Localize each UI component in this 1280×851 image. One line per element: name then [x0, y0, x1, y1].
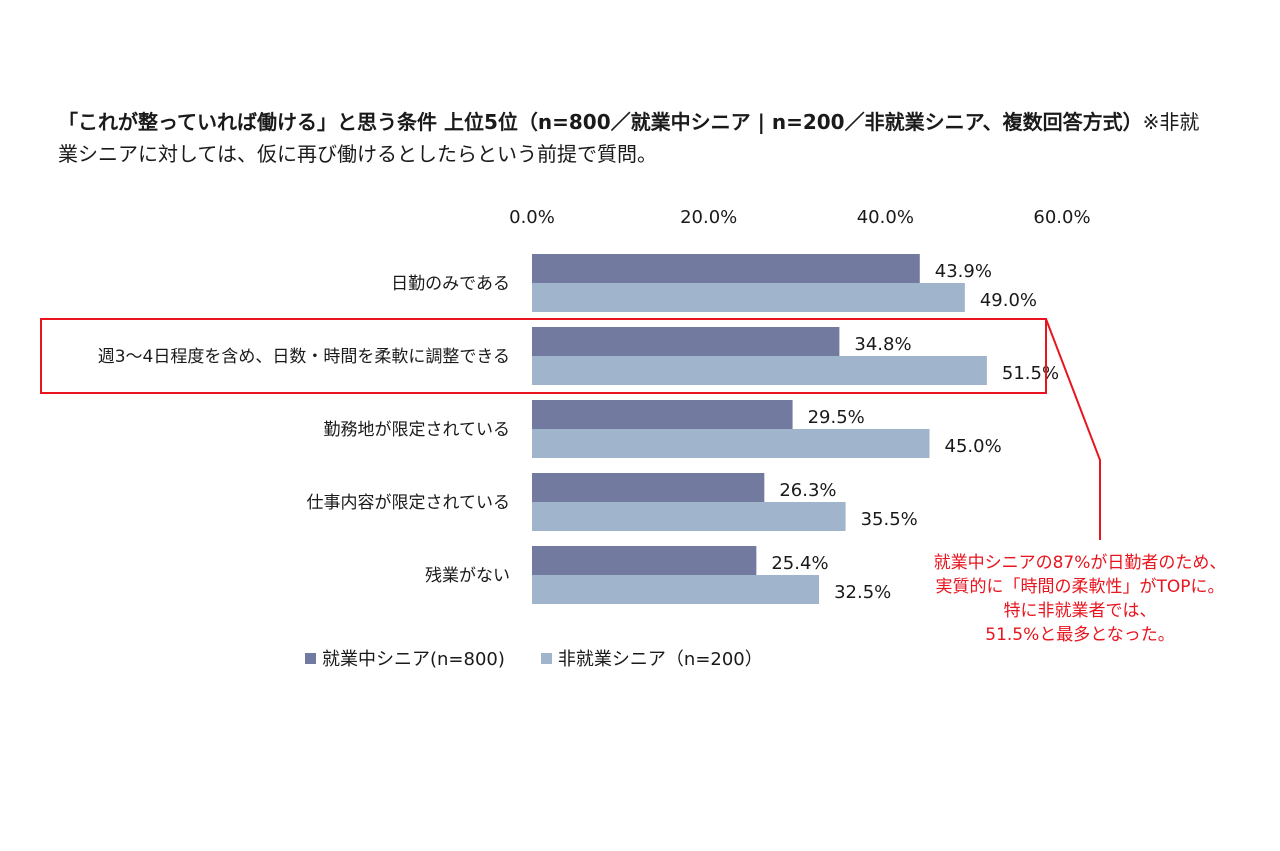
- data-label: 29.5%: [808, 407, 865, 428]
- annotation-line: 51.5%と最多となった。: [985, 625, 1175, 645]
- legend-swatch: [540, 652, 552, 664]
- annotation-callout: 就業中シニアの87%が日勤者のため、 実質的に「時間の柔軟性」がTOPに。 特に…: [890, 551, 1270, 647]
- data-label: 34.8%: [854, 334, 911, 355]
- category-label: 残業がない: [425, 566, 510, 586]
- x-tick-label: 60.0%: [1033, 207, 1090, 228]
- legend-item-employed: 就業中シニア(n=800): [305, 645, 505, 671]
- legend-label: 非就業シニア（n=200）: [557, 649, 763, 670]
- bar-unemployed: [532, 575, 820, 604]
- legend-label: 就業中シニア(n=800): [322, 649, 505, 670]
- data-label: 26.3%: [779, 480, 836, 501]
- data-label: 49.0%: [980, 290, 1037, 311]
- category-label: 勤務地が限定されている: [324, 420, 511, 440]
- data-label: 32.5%: [834, 582, 891, 603]
- bar-unemployed: [532, 283, 965, 312]
- annotation-line: 実質的に「時間の柔軟性」がTOPに。: [935, 577, 1225, 597]
- chart-title-main: 「これが整っていれば働ける」と思う条件 上位5位（n=800／就業中シニア | …: [58, 110, 1143, 134]
- data-label: 51.5%: [1002, 363, 1059, 384]
- bar-unemployed: [532, 356, 987, 385]
- legend-item-unemployed: 非就業シニア（n=200）: [540, 645, 763, 671]
- callout-connector: [1045, 318, 1101, 540]
- bar-employed: [532, 254, 920, 283]
- bar-unemployed: [532, 502, 846, 531]
- bar-employed: [532, 327, 840, 356]
- x-tick-label: 20.0%: [680, 207, 737, 228]
- data-label: 45.0%: [945, 436, 1002, 457]
- data-label: 35.5%: [861, 509, 918, 530]
- category-label: 仕事内容が限定されている: [307, 493, 511, 513]
- x-tick-label: 0.0%: [509, 207, 555, 228]
- legend: 就業中シニア(n=800) 非就業シニア（n=200）: [305, 645, 763, 671]
- legend-swatch: [305, 652, 316, 664]
- bar-employed: [532, 473, 765, 502]
- bar-employed: [532, 546, 757, 575]
- data-label: 25.4%: [771, 553, 828, 574]
- annotation-line: 就業中シニアの87%が日勤者のため、: [933, 553, 1227, 573]
- chart-title: 「これが整っていれば働ける」と思う条件 上位5位（n=800／就業中シニア | …: [58, 106, 1218, 170]
- x-tick-label: 40.0%: [857, 207, 914, 228]
- data-label: 43.9%: [935, 261, 992, 282]
- category-label: 週3〜4日程度を含め、日数・時間を柔軟に調整できる: [98, 347, 510, 367]
- annotation-line: 特に非就業者では、: [1003, 601, 1157, 621]
- highlight-box: [40, 318, 1047, 394]
- bar-employed: [532, 400, 793, 429]
- category-label: 日勤のみである: [391, 274, 510, 294]
- chart-title-note: ※非就業シニアに対しては、仮に再び働けるとしたらという前提で質問。: [58, 110, 1200, 166]
- bar-unemployed: [532, 429, 930, 458]
